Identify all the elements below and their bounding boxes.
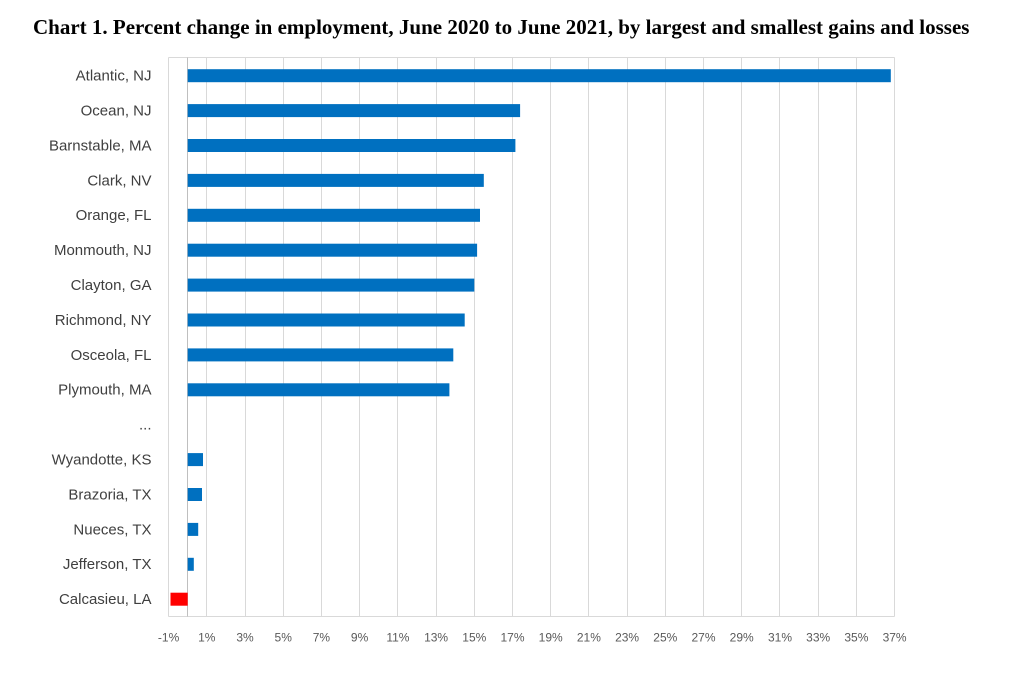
svg-text:Atlantic, NJ: Atlantic, NJ [76, 68, 152, 85]
svg-text:25%: 25% [653, 631, 677, 645]
svg-text:31%: 31% [768, 631, 792, 645]
svg-text:...: ... [139, 417, 152, 434]
svg-text:11%: 11% [386, 631, 409, 645]
svg-text:13%: 13% [424, 631, 448, 645]
svg-text:Osceola, FL: Osceola, FL [71, 347, 152, 364]
svg-text:33%: 33% [806, 631, 830, 645]
svg-text:Ocean, NJ: Ocean, NJ [81, 103, 152, 120]
svg-text:1%: 1% [198, 631, 216, 645]
svg-text:15%: 15% [462, 631, 486, 645]
svg-text:35%: 35% [844, 631, 868, 645]
svg-text:5%: 5% [275, 631, 293, 645]
svg-text:21%: 21% [577, 631, 601, 645]
svg-text:7%: 7% [313, 631, 331, 645]
svg-text:Nueces, TX: Nueces, TX [73, 521, 151, 538]
svg-text:Jefferson, TX: Jefferson, TX [63, 556, 152, 573]
svg-text:Clark, NV: Clark, NV [87, 172, 151, 189]
svg-text:Plymouth, MA: Plymouth, MA [58, 382, 151, 399]
svg-text:19%: 19% [539, 631, 563, 645]
svg-text:27%: 27% [691, 631, 715, 645]
svg-text:Orange, FL: Orange, FL [76, 207, 152, 224]
svg-text:Richmond, NY: Richmond, NY [55, 312, 152, 329]
svg-text:3%: 3% [236, 631, 254, 645]
svg-text:-1%: -1% [158, 631, 180, 645]
svg-text:29%: 29% [730, 631, 754, 645]
svg-text:Calcasieu, LA: Calcasieu, LA [59, 591, 152, 608]
svg-text:Barnstable, MA: Barnstable, MA [49, 137, 152, 154]
svg-text:Wyandotte, KS: Wyandotte, KS [52, 452, 152, 469]
svg-text:9%: 9% [351, 631, 369, 645]
svg-text:Clayton, GA: Clayton, GA [71, 277, 152, 294]
svg-text:Monmouth, NJ: Monmouth, NJ [54, 242, 152, 259]
svg-text:37%: 37% [883, 631, 907, 645]
svg-text:17%: 17% [500, 631, 524, 645]
svg-text:23%: 23% [615, 631, 639, 645]
svg-text:Brazoria, TX: Brazoria, TX [68, 486, 151, 503]
